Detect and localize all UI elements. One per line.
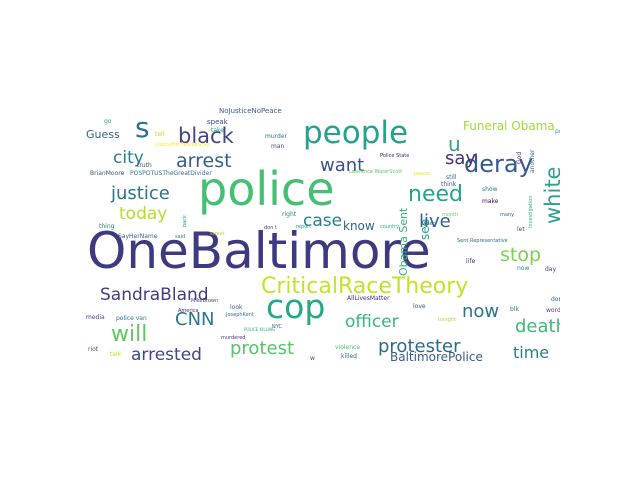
word: CNN xyxy=(175,309,215,330)
word: street xyxy=(210,231,225,237)
word: people xyxy=(303,115,409,151)
word: AllLivesMatter xyxy=(347,295,390,302)
word: go xyxy=(104,118,112,125)
word: blk xyxy=(510,306,519,313)
word: tell xyxy=(155,131,165,138)
word: look xyxy=(230,304,243,311)
word: still xyxy=(446,174,457,181)
word: know xyxy=(343,219,375,233)
word: riot xyxy=(88,346,99,353)
word: talk xyxy=(110,351,122,358)
word-cloud: OneBaltimore police people cop CriticalR… xyxy=(80,100,560,380)
word: murder xyxy=(265,133,287,140)
word: black xyxy=(178,124,234,148)
word: POLICE KILLING xyxy=(244,327,276,332)
word: police van xyxy=(116,315,147,322)
word: report xyxy=(296,224,312,230)
word: truth xyxy=(137,162,152,169)
word: man xyxy=(271,143,285,150)
word: video xyxy=(422,221,436,227)
word: thing xyxy=(99,223,115,230)
word: Sent Representative xyxy=(457,238,508,244)
word: case xyxy=(303,211,343,231)
word: officer xyxy=(345,312,399,332)
word: MikeBrown xyxy=(191,298,219,304)
word: Police State xyxy=(380,153,410,159)
word: NYC xyxy=(272,324,283,330)
word: back xyxy=(182,215,188,227)
word: power xyxy=(555,128,560,135)
word: said xyxy=(175,234,186,240)
word: deray xyxy=(464,150,533,178)
word: media xyxy=(86,314,105,321)
word: love xyxy=(413,303,426,310)
word: tonight xyxy=(438,317,456,323)
word: protester xyxy=(378,336,461,357)
word: Funeral Obama xyxy=(463,119,555,133)
word: word xyxy=(546,307,560,314)
word: arrest xyxy=(176,150,232,172)
word: another xyxy=(529,149,536,173)
word: w xyxy=(310,355,315,362)
word: death xyxy=(515,316,560,337)
word: day xyxy=(545,266,557,273)
word: will xyxy=(111,322,148,347)
word: SayHerName xyxy=(118,233,158,240)
word: peace xyxy=(414,171,430,177)
word: POSPOTUSTheGreatDivider xyxy=(130,170,212,177)
word: BrianMoore xyxy=(90,170,125,177)
word: killed xyxy=(341,353,357,360)
word: cop xyxy=(266,287,326,326)
word: u xyxy=(448,132,461,156)
word: NoJusticeNoPeace xyxy=(219,107,282,115)
word: time xyxy=(513,343,550,362)
word: make xyxy=(482,198,499,205)
word: murdered xyxy=(221,335,246,341)
word: don t xyxy=(264,225,277,231)
word: BaltimorePolice xyxy=(390,350,483,364)
word: Lawrence WaterScott xyxy=(349,169,403,175)
word: month xyxy=(442,212,459,218)
word: JusticeForFreddieGray xyxy=(155,142,210,148)
word: protest xyxy=(230,338,295,359)
word: investigation xyxy=(528,195,534,228)
word: police xyxy=(198,162,335,216)
word: white xyxy=(541,166,560,224)
word: arrested xyxy=(131,345,202,365)
word: now xyxy=(462,301,500,322)
word: CriticalRaceTheory xyxy=(261,274,469,299)
word: city xyxy=(113,148,144,168)
word: now xyxy=(517,265,530,272)
word: right xyxy=(282,211,297,218)
word: think xyxy=(441,181,457,188)
word: many xyxy=(500,212,515,218)
word: today xyxy=(119,204,168,224)
word: Guess xyxy=(86,128,120,141)
word: life xyxy=(466,258,476,265)
word: want xyxy=(320,155,365,176)
word: need xyxy=(408,182,463,207)
word: say xyxy=(445,148,477,169)
word: country xyxy=(380,224,400,230)
word: speak xyxy=(207,118,228,126)
word: stop xyxy=(500,244,542,266)
word: SandraBland xyxy=(100,285,209,305)
word: justice xyxy=(111,183,170,204)
word: live xyxy=(419,211,451,232)
word: let xyxy=(517,226,525,233)
word: OneBaltimore xyxy=(87,222,431,280)
word: take xyxy=(211,127,224,134)
word: God xyxy=(516,151,523,164)
word: s xyxy=(135,111,150,144)
word: JosephKent xyxy=(226,312,254,318)
word: violence xyxy=(335,344,361,351)
word: Obama Sent xyxy=(397,207,410,276)
word: show xyxy=(482,186,498,193)
word: America xyxy=(178,308,199,314)
